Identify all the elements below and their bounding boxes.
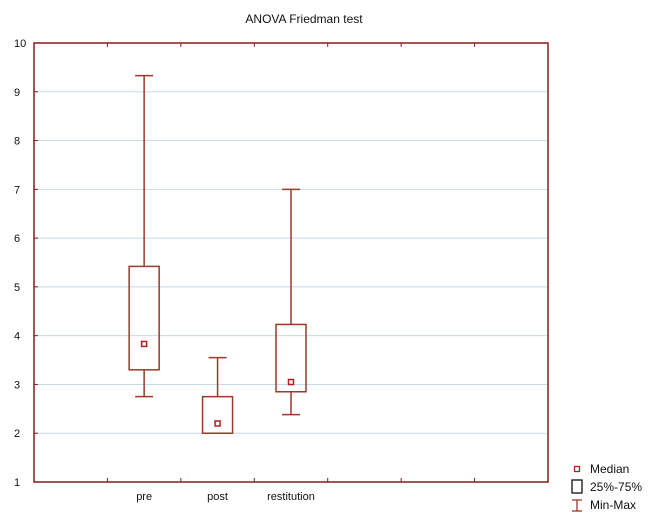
y-tick-label: 8 [14,136,20,148]
legend-label: Median [590,462,629,476]
legend-iqr-symbol [571,479,583,494]
y-tick-label: 7 [14,184,20,196]
box-pre [128,74,160,398]
median-marker [214,420,221,427]
x-tick-label: restitution [267,491,315,503]
iqr-box [128,265,160,371]
y-tick-label: 6 [14,233,20,245]
y-tick-label: 2 [14,428,20,440]
chart-title: ANOVA Friedman test [245,12,363,26]
x-axis: pre post restitution [106,43,476,503]
y-tick-label: 5 [14,282,20,294]
plot-frame [33,42,549,483]
x-tick-label: pre [136,491,152,503]
median-marker [140,340,148,348]
iqr-box [275,323,307,393]
legend-label: 25%-75% [590,480,642,494]
box-series [128,74,307,434]
x-tick-label: post [207,491,228,503]
y-axis: 1 2 3 4 5 6 7 8 9 10 [14,38,38,489]
iqr-box [201,395,234,434]
y-tick-label: 3 [14,379,20,391]
median-marker [287,378,295,386]
legend-median-symbol [573,465,581,473]
box-post [201,356,234,434]
y-tick-label: 1 [14,477,20,489]
y-tick-label: 4 [14,331,20,343]
legend-label: Min-Max [590,498,636,512]
box-restitution [275,188,307,416]
y-tick-label: 9 [14,87,20,99]
legend: Median 25%-75% Min-Max [571,462,642,512]
y-tick-label: 10 [14,38,26,50]
